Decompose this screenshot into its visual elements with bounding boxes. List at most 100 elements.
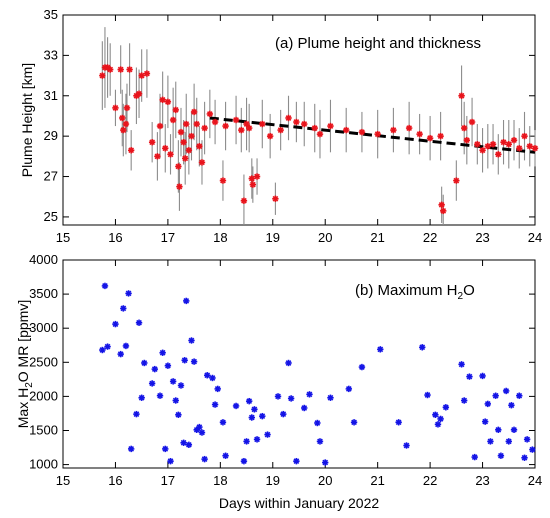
panel-a-data-point [301,120,308,128]
panel-a-y-tick-label: 31 [44,88,58,103]
panel-a-data-point [126,66,133,73]
panel-a-data-point [164,98,172,106]
panel-a-data-point [437,132,444,140]
panel-a-data-point [505,141,512,148]
panel-b-data-point [99,346,106,354]
panel-a-data-point [463,136,471,144]
panel-a-frame [62,14,536,226]
panel-a-data-point [238,126,245,134]
panel-b-data-point [345,385,353,393]
panel-a-data-point [99,72,106,79]
panel-a-data-point [154,153,161,160]
panel-b-data-point [240,457,248,465]
panel-a-data-point [405,124,413,132]
panel-a-data-point [188,132,195,140]
panel-b-x-tick-label: 21 [370,473,384,488]
panel-a-markers [99,64,539,215]
panel-b-data-point [316,438,324,445]
panel-a-data-point [180,139,187,146]
panel-a-data-point [416,130,423,138]
panel-b-data-point [505,438,512,445]
panel-b-data-point [148,380,156,387]
panel-a-data-point [190,108,198,116]
panel-a-data-point [138,72,145,79]
panel-b-data-point [285,359,292,367]
panel-b-data-point [201,455,208,463]
panel-b-data-point [125,290,132,297]
panel-b-data-point [162,445,169,453]
panel-a-data-point [316,130,324,138]
panel-b-data-point [138,394,145,401]
panel-b-data-point [180,439,187,446]
panel-a-y-tick-label: 25 [44,209,58,224]
panel-b-data-point [495,426,502,434]
panel-b-y-tick-label: 3500 [29,286,58,301]
panel-b-label-tail: O [463,282,475,299]
panel-b-ylabel-main: Max H [15,388,31,428]
panel-b-data-point [350,419,358,426]
panel-b-data-point [122,342,130,350]
panel-b-data-point [169,378,177,385]
panel-a-data-point [119,114,126,122]
panel-b-data-point [185,441,193,449]
panel-a-data-point [484,143,491,150]
panel-b-y-tick-label: 1500 [29,422,58,437]
panel-a-data-point [358,128,366,136]
panel-b-data-point [243,438,250,445]
panel-a-data-point [249,181,257,188]
panel-b-data-point [120,305,127,312]
panel-b-data-point [264,431,271,438]
panel-b-data-point [135,319,143,326]
panel-a-data-point [426,134,434,142]
panel-a-data-point [172,106,179,114]
panel-b-data-point [437,415,444,423]
panel-a-y-ticks: 25 27 29 31 33 35 [44,7,535,224]
panel-b-data-point [466,373,473,380]
panel-a-data-point [206,110,214,118]
panel-b-data-point [172,397,179,404]
panel-a-data-point [259,120,266,128]
panel-a-data-point [122,120,130,128]
panel-b-data-point [159,349,166,356]
panel-a-data-point [193,120,200,128]
panel-a-x-tick-label: 15 [56,230,70,245]
panel-b-data-point [232,402,240,410]
panel-b-data-point [141,359,148,367]
panel-a-data-point [277,126,284,134]
panel-a: 25 27 29 31 33 35 15 16 17 18 19 20 21 22 23 24 (a) Pl… [19,7,542,245]
panel-a-x-tick-label: 24 [528,230,542,245]
panel-a-data-point [162,145,169,152]
panel-b-data-point [214,385,221,393]
panel-b-data-point [327,394,334,401]
panel-a-x-tick-label: 16 [108,230,122,245]
panel-a-data-point [219,177,227,184]
panel-a-data-point [183,120,190,128]
panel-a-y-axis-label: Plume Height [km] [19,63,35,177]
panel-a-data-point [169,116,177,124]
panel-a-data-point [123,104,131,112]
panel-b-data-point [434,421,442,428]
panel-b-data-point [204,372,211,379]
panel-b-x-tick-label: 15 [56,473,70,488]
panel-b-data-point [497,452,505,459]
panel-a-data-point [185,147,193,154]
panel-a-data-point [461,124,468,132]
panel-b-data-point [175,411,182,419]
panel-b-ylabel-sub: 2 [24,382,35,388]
panel-a-data-point [272,195,279,202]
panel-b-data-point [314,419,321,427]
panel-b-x-tick-label: 18 [213,473,227,488]
panel-b-data-point [529,446,536,453]
panel-b-frame [62,259,536,469]
panel-b-data-point [458,361,465,368]
panel-b-data-point [403,442,410,449]
panel-b-data-point [510,426,518,434]
panel-a-data-point [201,124,208,132]
panel-a-data-point [167,151,174,158]
panel-b-data-point [377,346,384,353]
panel-a-x-tick-label: 17 [161,230,175,245]
panel-b-data-point [487,438,494,445]
panel-a-data-point [440,207,447,215]
panel-a-trend [209,116,536,154]
